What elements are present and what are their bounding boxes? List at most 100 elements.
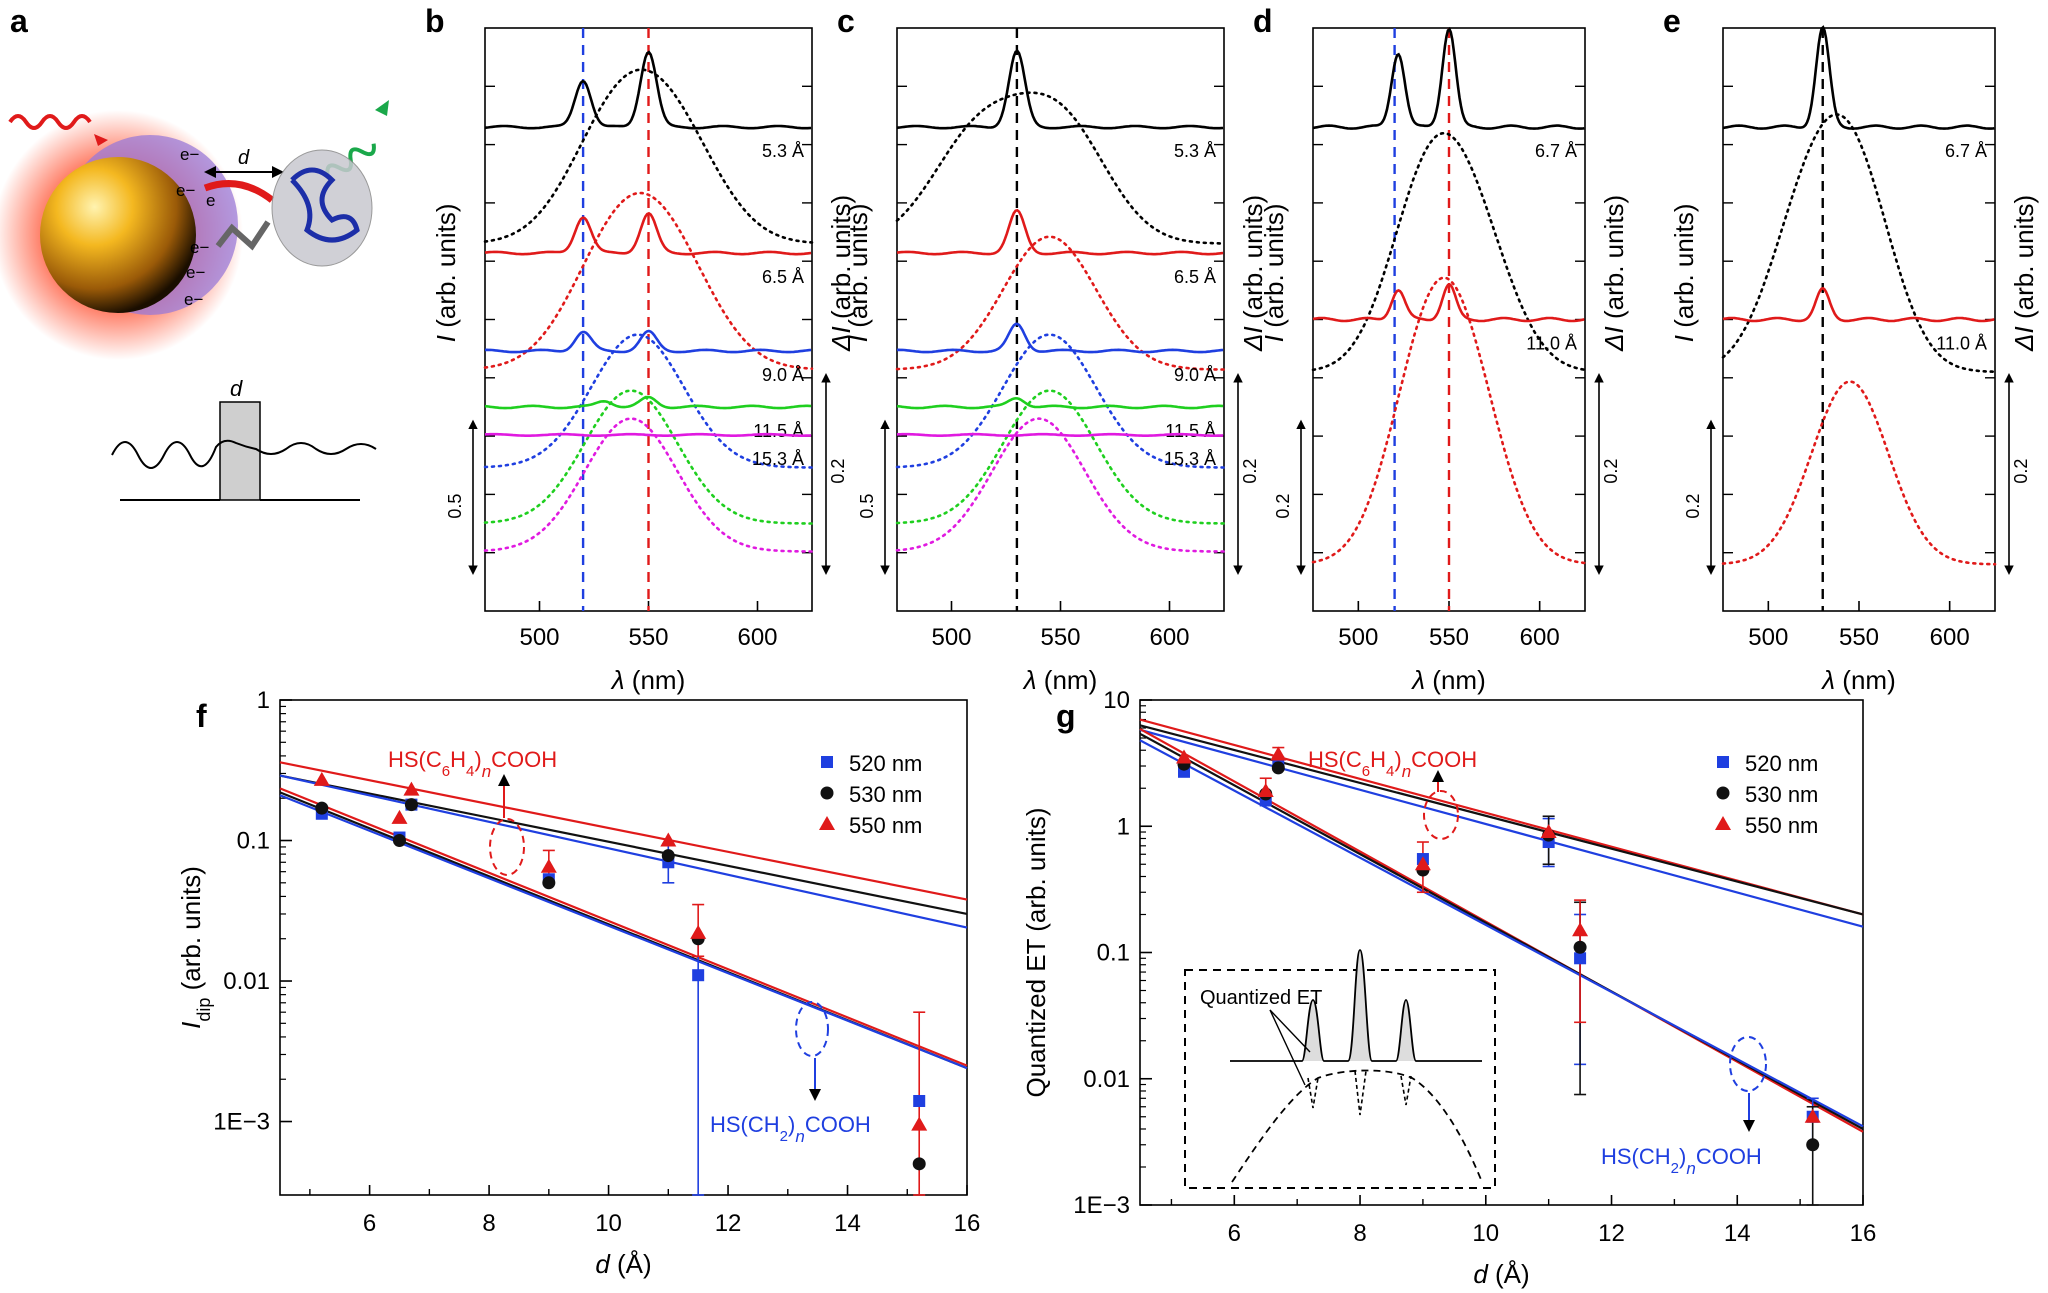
series-distance-label: 11.0 Å bbox=[1526, 334, 1577, 354]
data-point bbox=[1572, 922, 1589, 937]
spectrum-solid-line bbox=[484, 395, 812, 410]
spectrum-solid-line bbox=[1312, 26, 1585, 130]
dip-dashed-curves bbox=[1307, 1070, 1412, 1116]
molecule-annotation: HS(C6H4)nCOOH bbox=[1308, 747, 1477, 781]
spectrum-solid-line bbox=[484, 329, 812, 354]
scale-bar-right-label: 0.2 bbox=[828, 459, 848, 484]
y-axis-label-right: ΔI (arb. units) bbox=[1238, 195, 1268, 352]
annotation-ellipse bbox=[489, 818, 525, 876]
x-tick-label: 6 bbox=[1228, 1220, 1241, 1247]
spectrum-solid-line bbox=[1722, 25, 1995, 130]
difference-dotted-line bbox=[895, 417, 1226, 553]
spectrum-solid-line bbox=[896, 208, 1224, 256]
electron-label: e bbox=[206, 191, 215, 210]
difference-dotted-line bbox=[483, 417, 814, 553]
plot-frame bbox=[279, 699, 968, 1196]
data-point bbox=[1573, 940, 1587, 954]
data-point bbox=[1540, 824, 1557, 839]
difference-dotted-line bbox=[483, 191, 814, 370]
scale-bar-left-label: 0.5 bbox=[445, 494, 465, 519]
legend-marker bbox=[1716, 786, 1730, 800]
x-tick-label: 500 bbox=[1748, 624, 1788, 651]
data-point bbox=[912, 1157, 926, 1171]
series-distance-label: 15.3 Å bbox=[752, 449, 804, 469]
difference-dotted-line bbox=[1311, 131, 1587, 372]
barrier-width-label: d bbox=[230, 376, 243, 401]
molecule-annotation: HS(C6H4)nCOOH bbox=[388, 747, 557, 781]
y-tick-label: 1 bbox=[257, 687, 270, 714]
plot-frame bbox=[896, 27, 1225, 612]
y-tick-label: 1E−3 bbox=[213, 1109, 270, 1136]
incident-light-wave-icon bbox=[8, 114, 92, 130]
scale-bar-left-label: 0.2 bbox=[1683, 494, 1703, 519]
wavefunction-curve bbox=[111, 439, 377, 469]
legend-marker bbox=[821, 756, 833, 768]
spectrum-solid-line bbox=[1312, 282, 1585, 323]
legend-marker bbox=[1715, 816, 1731, 830]
difference-dotted-line bbox=[1721, 113, 1997, 373]
protein-ribbon bbox=[290, 167, 360, 243]
electron-transfer-arrow-icon bbox=[203, 180, 275, 203]
difference-dotted-line bbox=[1311, 276, 1587, 565]
scale-bar-right-label: 0.2 bbox=[1601, 459, 1621, 484]
panel-a-schematic: a d e e− e− e− e− e− d bbox=[0, 3, 389, 501]
y-axis-label-right: ΔI (arb. units) bbox=[2009, 195, 2039, 352]
x-tick-label: 550 bbox=[628, 624, 668, 651]
fit-line bbox=[1139, 728, 1864, 928]
x-axis-label: λ (nm) bbox=[1410, 665, 1485, 695]
legend-label: 520 nm bbox=[1745, 751, 1818, 776]
series-distance-label: 5.3 Å bbox=[762, 141, 804, 161]
x-tick-label: 14 bbox=[1724, 1220, 1751, 1247]
y-axis-label: Idip (arb. units) bbox=[176, 866, 214, 1029]
x-tick-label: 14 bbox=[834, 1210, 861, 1237]
y-axis-label-right: ΔI (arb. units) bbox=[1599, 195, 1629, 352]
x-tick-label: 8 bbox=[1353, 1220, 1366, 1247]
x-axis-label: λ (nm) bbox=[610, 665, 685, 695]
difference-dotted-line bbox=[895, 389, 1226, 525]
x-tick-label: 550 bbox=[1839, 624, 1879, 651]
difference-dotted-line bbox=[895, 235, 1226, 371]
data-point bbox=[1257, 783, 1274, 798]
x-tick-label: 500 bbox=[519, 624, 559, 651]
x-tick-label: 8 bbox=[482, 1210, 495, 1237]
x-tick-label: 600 bbox=[1149, 624, 1189, 651]
spectrum-solid-line bbox=[1722, 286, 1995, 323]
legend-label: 550 nm bbox=[1745, 813, 1818, 838]
electron-label: e− bbox=[176, 181, 195, 200]
fit-line bbox=[279, 774, 968, 929]
x-tick-label: 600 bbox=[737, 624, 777, 651]
scale-bar-right-label: 0.2 bbox=[2011, 459, 2031, 484]
legend-label: 550 nm bbox=[849, 813, 922, 838]
molecular-linker bbox=[215, 220, 271, 251]
data-point bbox=[690, 924, 707, 939]
y-axis-label: Quantized ET (arb. units) bbox=[1021, 808, 1051, 1098]
incident-light-arrow-icon bbox=[94, 134, 108, 146]
difference-dotted-line bbox=[895, 91, 1226, 245]
data-point bbox=[692, 969, 705, 982]
electron-label: e− bbox=[180, 145, 199, 164]
spectrum-solid-line bbox=[896, 432, 1224, 437]
x-tick-label: 16 bbox=[1850, 1220, 1877, 1247]
data-point bbox=[660, 832, 677, 847]
scale-bar-right-label: 0.2 bbox=[1240, 459, 1260, 484]
panel-label-g: g bbox=[1056, 698, 1076, 734]
difference-dotted-line bbox=[483, 333, 814, 469]
data-point bbox=[403, 781, 420, 796]
spectrum-solid-line bbox=[896, 322, 1224, 354]
x-tick-label: 12 bbox=[715, 1210, 742, 1237]
legend-marker bbox=[820, 786, 834, 800]
annotation-ellipse bbox=[795, 1001, 829, 1057]
series-distance-label: 15.3 Å bbox=[1164, 449, 1216, 469]
fit-line bbox=[279, 761, 968, 901]
data-point bbox=[661, 849, 675, 863]
tunneling-barrier bbox=[219, 401, 261, 501]
x-tick-label: 10 bbox=[1472, 1220, 1499, 1247]
panel-label-a: a bbox=[10, 3, 28, 39]
scale-bar-left-label: 0.2 bbox=[1273, 494, 1293, 519]
panel-b: b 500 550 600 λ (nm) I (arb. units) ΔI (arb. u… bbox=[425, 3, 856, 695]
quantized-peaks bbox=[1230, 949, 1482, 1062]
series-distance-label: 6.7 Å bbox=[1535, 141, 1577, 161]
electron-label: e− bbox=[184, 290, 203, 309]
electron-label: e− bbox=[186, 263, 205, 282]
